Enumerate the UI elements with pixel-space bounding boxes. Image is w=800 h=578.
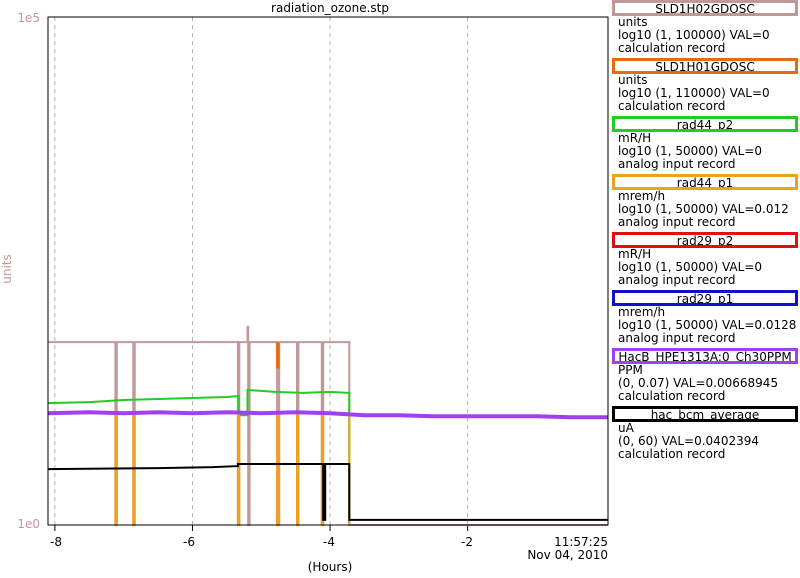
legend-unit: mR/H	[618, 131, 652, 145]
legend-unit: uA	[618, 421, 634, 435]
legend-unit: mR/H	[618, 247, 652, 261]
y-axis-label: units	[0, 254, 14, 284]
legend-unit: mrem/h	[618, 305, 666, 319]
legend-series-button[interactable]: rad29_p1	[612, 290, 798, 306]
legend-range: log10 (1, 50000) VAL=0.0128	[618, 318, 797, 332]
series-line	[47, 388, 351, 525]
legend-range: (0, 60) VAL=0.0402394	[618, 434, 759, 448]
end-date-label: Nov 04, 2010	[527, 548, 608, 562]
legend-entry[interactable]: rad29_p2 mR/H log10 (1, 50000) VAL=0 ana…	[612, 232, 800, 290]
legend-entry[interactable]: hac_bcm_average uA (0, 60) VAL=0.0402394…	[612, 406, 800, 464]
legend-range: log10 (1, 100000) VAL=0	[618, 28, 770, 42]
legend-series-button[interactable]: SLD1H01GDOSC	[612, 58, 798, 74]
legend-series-button[interactable]: rad29_p2	[612, 232, 798, 248]
x-tick-label: -2	[461, 535, 473, 549]
legend-unit: units	[618, 15, 648, 29]
legend-entry[interactable]: rad29_p1 mrem/h log10 (1, 50000) VAL=0.0…	[612, 290, 800, 348]
legend-range: log10 (1, 50000) VAL=0	[618, 144, 763, 158]
legend-entry[interactable]: SLD1H02GDOSC units log10 (1, 100000) VAL…	[612, 0, 800, 58]
legend-panel: SLD1H02GDOSC units log10 (1, 100000) VAL…	[612, 0, 800, 464]
legend-range: (0, 0.07) VAL=0.00668945	[618, 376, 779, 390]
legend-series-button[interactable]: SLD1H02GDOSC	[612, 0, 798, 16]
legend-range: log10 (1, 50000) VAL=0	[618, 260, 763, 274]
legend-series-button[interactable]: hac_bcm_average	[612, 406, 798, 422]
x-tick-label: -6	[183, 535, 195, 549]
plot-area	[47, 16, 609, 531]
series-line	[48, 325, 608, 526]
legend-record-type: analog input record	[618, 157, 736, 171]
legend-record-type: analog input record	[618, 331, 736, 345]
plot-title: radiation_ozone.stp	[271, 1, 389, 15]
y-max-label: 1e5	[17, 11, 40, 25]
legend-unit: mrem/h	[618, 189, 666, 203]
legend-entry[interactable]: HacB_HPE1313A:0_Ch30PPM PPM (0, 0.07) VA…	[612, 348, 800, 406]
legend-record-type: calculation record	[618, 41, 726, 55]
legend-entry[interactable]: rad44_p2 mR/H log10 (1, 50000) VAL=0 ana…	[612, 116, 800, 174]
x-tick-label: -4	[323, 535, 335, 549]
legend-series-button[interactable]: HacB_HPE1313A:0_Ch30PPM	[612, 348, 798, 364]
end-time-label: 11:57:25	[554, 535, 608, 549]
legend-record-type: calculation record	[618, 447, 726, 461]
series-line	[276, 342, 280, 369]
series-line	[47, 410, 608, 420]
legend-entry[interactable]: rad44_p1 mrem/h log10 (1, 50000) VAL=0.0…	[612, 174, 800, 232]
legend-record-type: analog input record	[618, 273, 736, 287]
legend-series-button[interactable]: rad44_p1	[612, 174, 798, 190]
legend-record-type: analog input record	[618, 215, 736, 229]
legend-range: log10 (1, 110000) VAL=0	[618, 86, 770, 100]
legend-entry[interactable]: SLD1H01GDOSC units log10 (1, 110000) VAL…	[612, 58, 800, 116]
legend-record-type: calculation record	[618, 389, 726, 403]
legend-unit: PPM	[618, 363, 643, 377]
series-line	[47, 463, 608, 521]
x-tick-label: -8	[50, 535, 62, 549]
y-min-label: 1e0	[17, 517, 40, 531]
legend-record-type: calculation record	[618, 99, 726, 113]
legend-unit: units	[618, 73, 648, 87]
legend-series-button[interactable]: rad44_p2	[612, 116, 798, 132]
plot-frame	[47, 16, 609, 526]
legend-range: log10 (1, 50000) VAL=0.012	[618, 202, 789, 216]
x-axis-label: (Hours)	[307, 560, 353, 574]
